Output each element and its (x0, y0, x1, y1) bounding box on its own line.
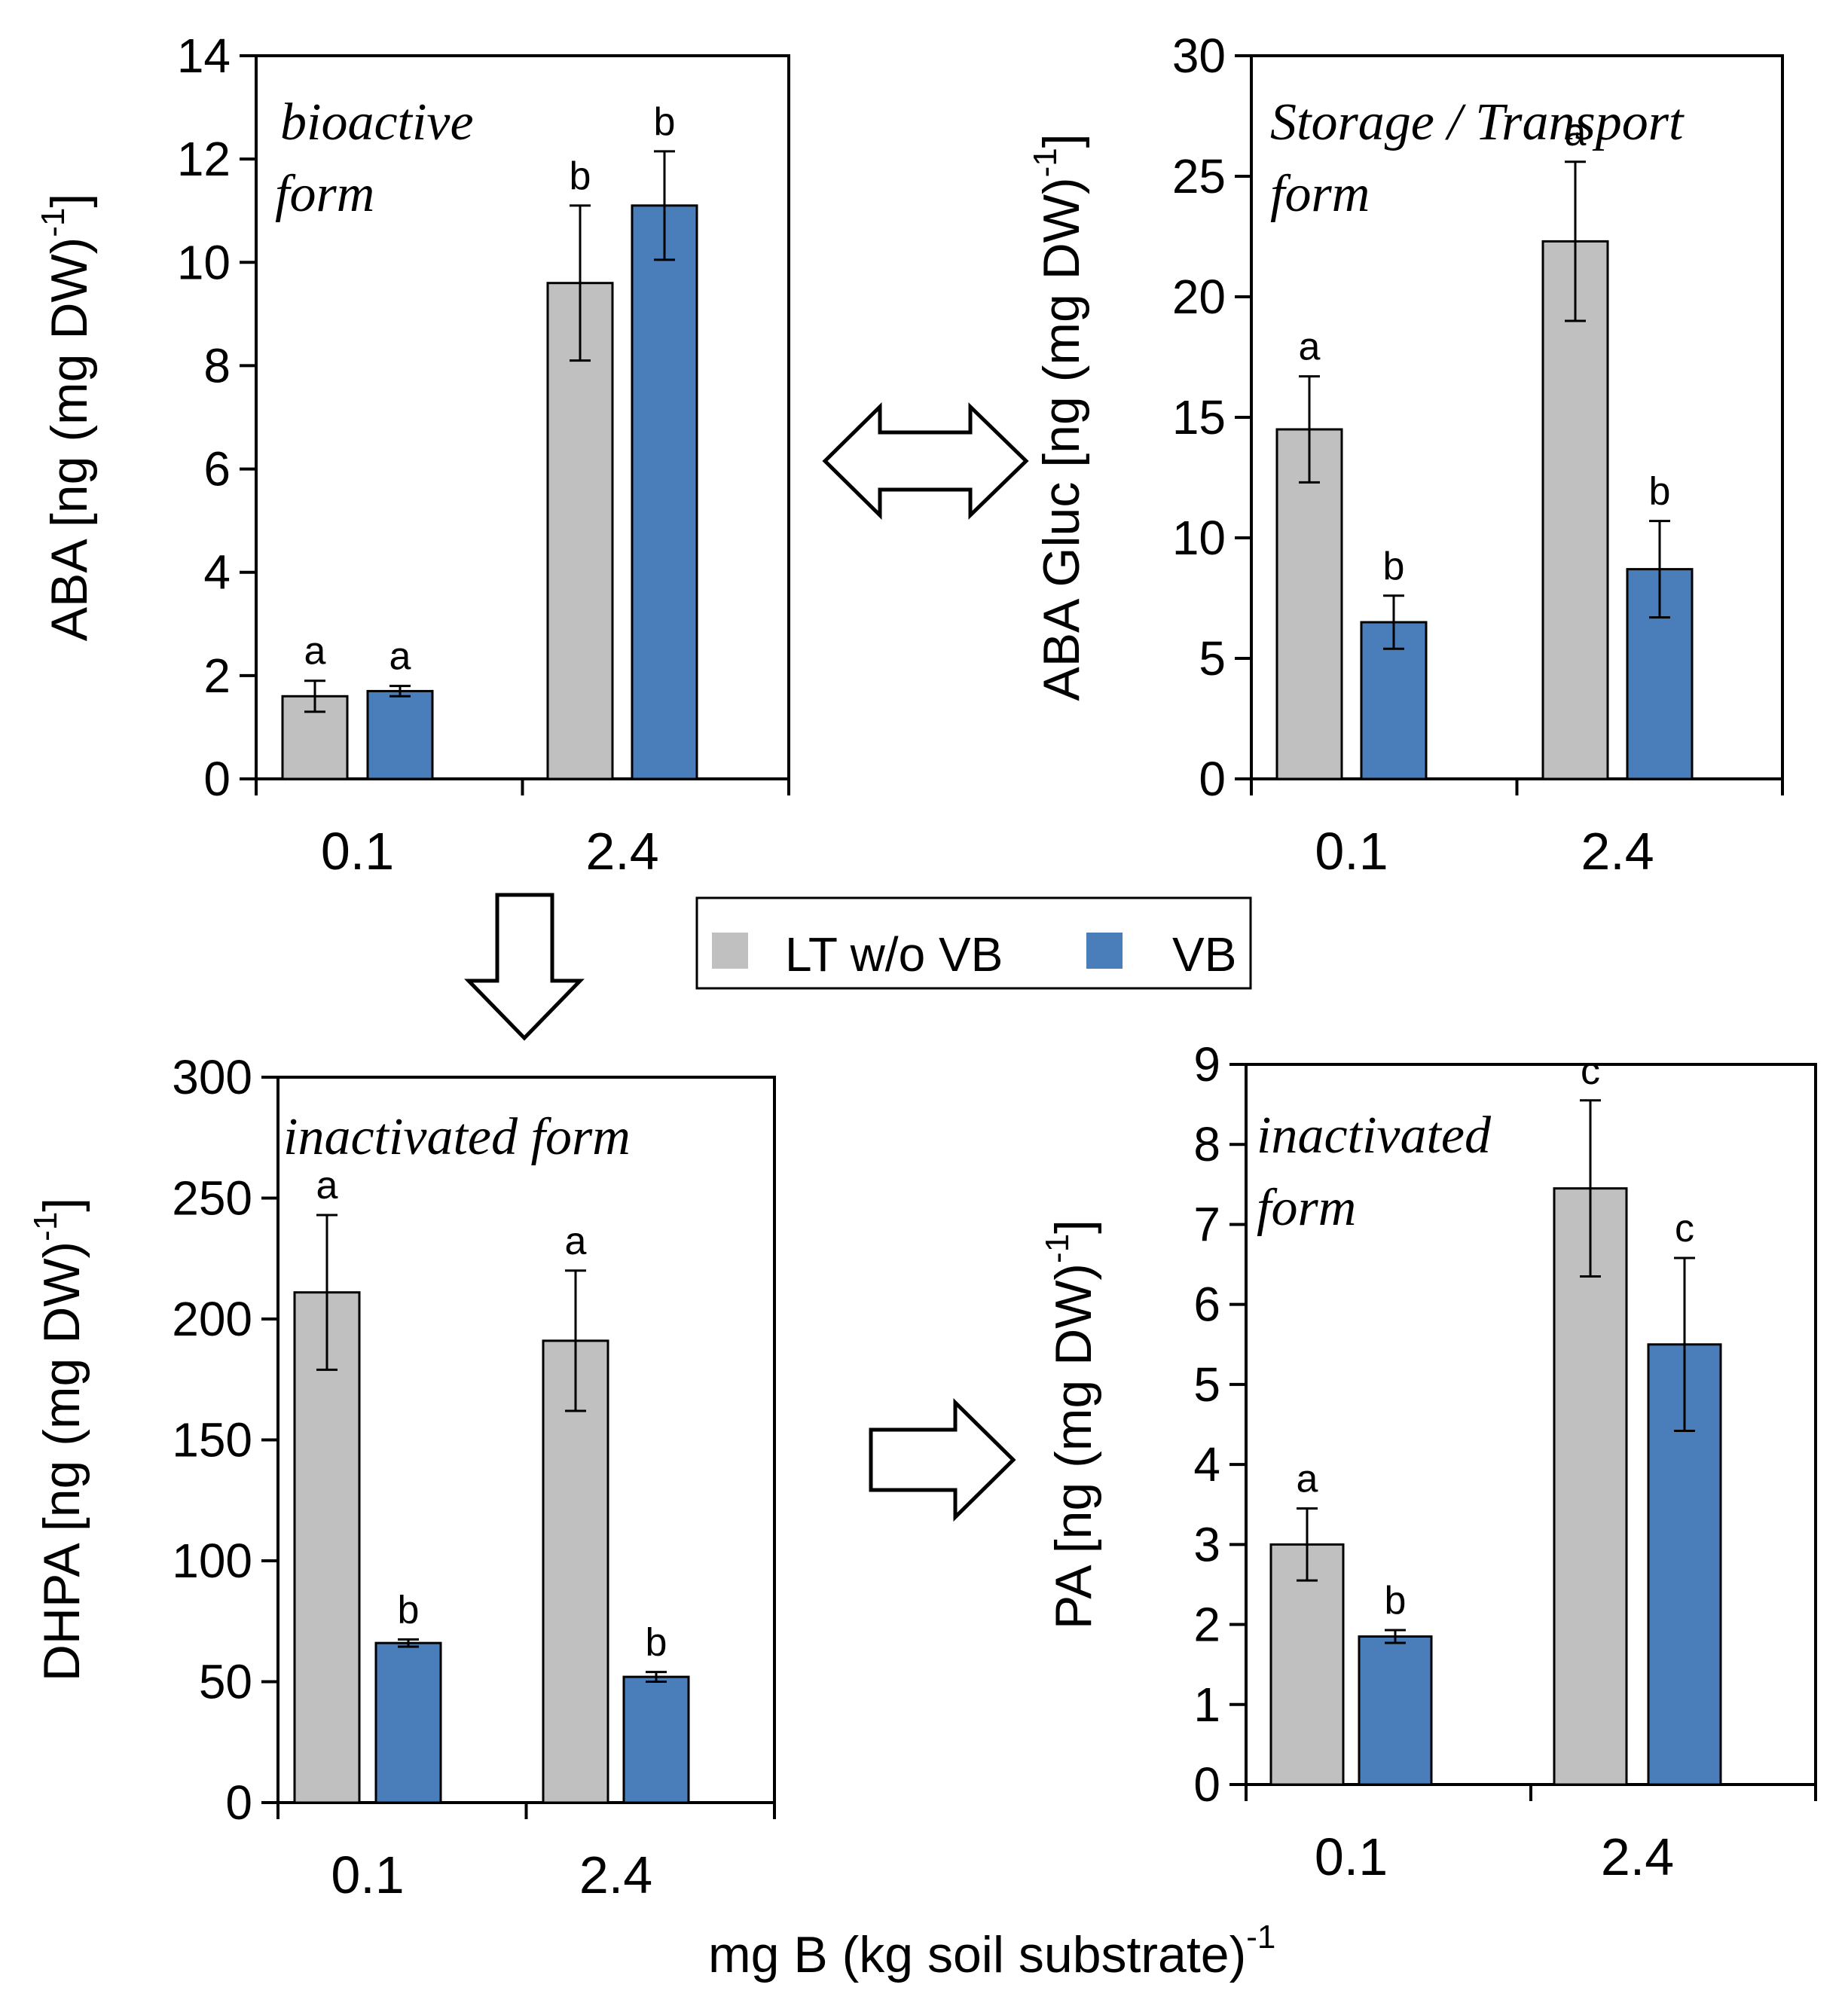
y-tick-label: 8 (203, 338, 231, 392)
y-tick-label: 8 (1193, 1117, 1220, 1171)
y-tick-label: 30 (1172, 29, 1226, 83)
y-tick-label: 5 (1193, 1357, 1220, 1412)
significance-letter: a (565, 1220, 587, 1263)
panel-annotation: inactivated form (283, 1108, 631, 1166)
y-tick-label: 0 (225, 1775, 252, 1830)
panel-annotation: bioactive (280, 93, 474, 151)
y-tick-label: 4 (203, 545, 231, 600)
category-label: 0.1 (321, 822, 394, 881)
legend-swatch-lt (712, 933, 748, 969)
category-label: 2.4 (579, 1846, 652, 1904)
bar (1541, 240, 1609, 780)
significance-letter: b (646, 1621, 667, 1665)
significance-letter: b (570, 154, 591, 198)
y-tick-label: 1 (1193, 1678, 1220, 1732)
plot-frame (255, 54, 790, 780)
significance-letter: b (654, 100, 676, 144)
y-tick-label: 14 (177, 29, 231, 83)
panel-annotation: form (1257, 1179, 1356, 1237)
significance-letter: b (398, 1588, 420, 1632)
y-tick-label: 2 (203, 649, 231, 703)
y-tick-label: 2 (1193, 1598, 1220, 1652)
significance-letter: a (1297, 1458, 1318, 1501)
significance-letter: a (1565, 111, 1587, 154)
y-tick-label: 250 (172, 1171, 252, 1226)
bar (1275, 428, 1343, 780)
y-tick-label: 50 (199, 1655, 252, 1709)
panel-annotation: form (275, 165, 374, 223)
significance-letter: c (1581, 1049, 1600, 1093)
bar (546, 282, 614, 780)
y-axis-label: DHPA [ng (mg DW)-1] (27, 1198, 90, 1681)
panel-annotation: inactivated (1257, 1107, 1492, 1165)
significance-letter: a (1299, 325, 1321, 369)
y-tick-label: 5 (1199, 631, 1226, 685)
double-arrow-icon (822, 402, 1029, 520)
bar (366, 689, 434, 780)
y-tick-label: 10 (177, 235, 231, 289)
x-axis-title: mg B (kg soil substrate)-1 (708, 1919, 1275, 1983)
bar (374, 1641, 442, 1804)
y-tick-label: 15 (1172, 390, 1226, 444)
y-axis-label: PA [ng (mg DW)-1] (1039, 1220, 1102, 1629)
category-label: 2.4 (585, 822, 658, 881)
bar (293, 1291, 361, 1804)
significance-letter: c (1675, 1207, 1694, 1250)
legend-swatch-vb (1086, 933, 1123, 969)
legend-box (695, 896, 1252, 990)
legend-label-lt: LT w/o VB (785, 927, 1003, 982)
y-tick-label: 4 (1193, 1437, 1220, 1491)
chart-aba: 0 2 4 6 8 10 12 14 a a 0.1 b b 2.4 bioactive form ABA [n… (35, 29, 790, 881)
y-tick-label: 7 (1193, 1197, 1220, 1251)
y-tick-label: 9 (1193, 1037, 1220, 1092)
y-tick-label: 6 (1193, 1278, 1220, 1332)
chart-pa: 0 1 2 3 4 5 6 7 8 9 a b 0.1 c c 2.4 inactivated form PA [n… (1039, 1037, 1817, 1886)
significance-letter: a (389, 635, 411, 679)
significance-letter: b (1383, 545, 1405, 588)
y-tick-label: 20 (1172, 270, 1226, 324)
y-tick-label: 200 (172, 1292, 252, 1346)
y-tick-label: 0 (203, 752, 231, 806)
down-arrow-icon (464, 893, 585, 1041)
category-label: 2.4 (1601, 1827, 1674, 1886)
y-tick-label: 150 (172, 1413, 252, 1467)
significance-letter: a (316, 1164, 338, 1208)
y-tick-label: 25 (1172, 149, 1226, 203)
panel-annotation: form (1270, 165, 1370, 223)
y-tick-label: 6 (203, 442, 231, 496)
right-arrow-icon (869, 1398, 1016, 1522)
y-tick-label: 100 (172, 1534, 252, 1588)
bar (1269, 1543, 1345, 1786)
y-tick-label: 12 (177, 132, 231, 186)
significance-letter: b (1385, 1579, 1407, 1623)
y-tick-label: 0 (1199, 752, 1226, 806)
category-label: 0.1 (1315, 1827, 1388, 1886)
bar (631, 204, 698, 780)
panel-annotation: Storage / Transport (1270, 93, 1685, 151)
significance-letter: a (304, 630, 326, 673)
category-label: 0.1 (331, 1846, 404, 1904)
y-tick-label: 10 (1172, 511, 1226, 565)
legend: LT w/o VB VB (695, 896, 1252, 990)
category-label: 0.1 (1315, 822, 1388, 881)
legend-label-vb: VB (1172, 927, 1236, 982)
y-tick-label: 300 (172, 1050, 252, 1104)
chart-abagluc: 0 5 10 15 20 25 30 a b 0.1 a b 2.4 Storage / Transpor… (1027, 29, 1784, 881)
category-label: 2.4 (1581, 822, 1654, 881)
y-tick-label: 3 (1193, 1517, 1220, 1571)
chart-dhpa: 0 50 100 150 200 250 300 a b 0.1 a b 2.4 inactivated … (27, 1050, 776, 1904)
y-tick-label: 0 (1193, 1757, 1220, 1812)
bar (1358, 1635, 1433, 1786)
y-axis-label: ABA Gluc [ng (mg DW)-1] (1027, 133, 1090, 701)
y-axis-label: ABA [ng (mg DW)-1] (35, 194, 98, 642)
significance-letter: b (1649, 470, 1671, 514)
bar (1553, 1187, 1628, 1786)
bar (622, 1675, 690, 1804)
